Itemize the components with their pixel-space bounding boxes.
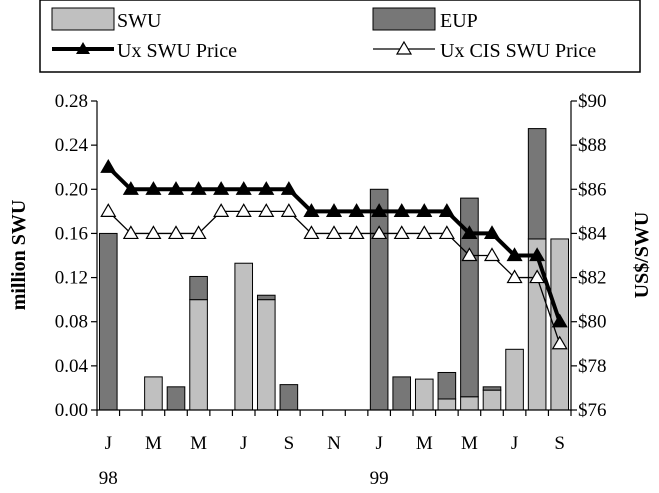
y-left-tick-label: 0.28 [55, 91, 88, 112]
y-left-tick-label: 0.12 [55, 268, 88, 289]
y-right-tick-label: $76 [578, 400, 607, 421]
ux-cis-swu-price-point [327, 226, 341, 238]
bar-swu [415, 379, 433, 410]
y-right-tick-label: $90 [578, 91, 607, 112]
bar-swu [483, 390, 501, 410]
bar-eup [257, 295, 275, 299]
x-year-label: 99 [370, 468, 389, 489]
y-left-tick-label: 0.04 [55, 356, 89, 377]
bar-swu [438, 399, 456, 410]
ux-cis-swu-price-point [417, 226, 431, 238]
y-left-tick-label: 0.24 [55, 135, 89, 156]
bar-eup [167, 387, 185, 410]
bar-eup [438, 372, 456, 398]
x-tick-label: N [327, 433, 341, 454]
x-tick-label: S [284, 433, 295, 454]
legend-label-ux-swu-price: Ux SWU Price [117, 40, 237, 62]
ux-cis-swu-price-point [282, 204, 296, 216]
legend-swatch-swu [52, 8, 114, 30]
bar-eup [280, 385, 298, 410]
x-tick-label: M [145, 433, 162, 454]
y-right-tick-label: $88 [578, 135, 607, 156]
ux-cis-swu-price-point [440, 226, 454, 238]
bar-eup [190, 276, 208, 299]
bar-swu [506, 349, 524, 410]
x-tick-label: J [240, 433, 247, 454]
x-tick-label: J [105, 433, 112, 454]
legend: SWU EUP Ux SWU Price Ux CIS SWU Price [40, 0, 640, 72]
axes [97, 101, 571, 411]
legend-label-ux-cis-swu-price: Ux CIS SWU Price [440, 40, 596, 62]
x-tick-label: J [511, 433, 518, 454]
y-right-tick-label: $82 [578, 268, 607, 289]
ux-cis-swu-price-point [259, 204, 273, 216]
x-axis-ticks: J M M J S N J M M J S 98 99 [97, 410, 571, 489]
y-right-tick-label: $80 [578, 312, 607, 333]
ux-cis-swu-price-point [214, 204, 228, 216]
ux-swu-price-point [101, 160, 115, 172]
ux-cis-swu-price-point [395, 226, 409, 238]
ux-cis-swu-price-point [169, 226, 183, 238]
y-left-tick-label: 0.16 [55, 223, 88, 244]
bar-swu [235, 263, 253, 410]
bar-swu [461, 397, 479, 410]
legend-label-eup: EUP [440, 10, 478, 32]
x-tick-label: J [375, 433, 382, 454]
right-axis-ticks: $76 $78 $80 $82 $84 $86 $88 $90 [571, 91, 607, 421]
y-right-axis-label: US$/SWU [631, 212, 653, 299]
y-right-tick-label: $84 [578, 223, 607, 244]
lines-layer [101, 160, 566, 349]
y-right-tick-label: $78 [578, 356, 607, 377]
left-axis-ticks: 0.00 0.04 0.08 0.12 0.16 0.20 0.24 0.28 [55, 91, 97, 421]
bar-eup [483, 387, 501, 390]
x-tick-label: S [554, 433, 565, 454]
bars-layer [99, 129, 568, 410]
y-left-tick-label: 0.20 [55, 179, 88, 200]
x-tick-label: M [190, 433, 207, 454]
ux-cis-swu-price-point [350, 226, 364, 238]
bar-eup [99, 233, 117, 410]
y-left-tick-label: 0.08 [55, 312, 88, 333]
bar-swu [190, 300, 208, 410]
legend-swatch-eup [373, 8, 435, 30]
y-left-axis-label: million SWU [8, 200, 30, 311]
legend-label-swu: SWU [117, 10, 162, 32]
bar-eup [393, 377, 411, 410]
y-right-tick-label: $86 [578, 179, 607, 200]
ux-cis-swu-price-point [146, 226, 160, 238]
x-tick-label: M [416, 433, 433, 454]
y-left-tick-label: 0.00 [55, 400, 88, 421]
bar-eup [528, 129, 546, 239]
ux-cis-swu-price-point [237, 204, 251, 216]
bar-eup [370, 189, 388, 410]
x-year-label: 98 [99, 468, 118, 489]
bar-swu [257, 300, 275, 410]
ux-cis-swu-price-point [101, 204, 115, 216]
bar-swu [145, 377, 163, 410]
ux-cis-swu-price-point [485, 249, 499, 261]
x-tick-label: M [461, 433, 478, 454]
bar-swu [528, 239, 546, 410]
